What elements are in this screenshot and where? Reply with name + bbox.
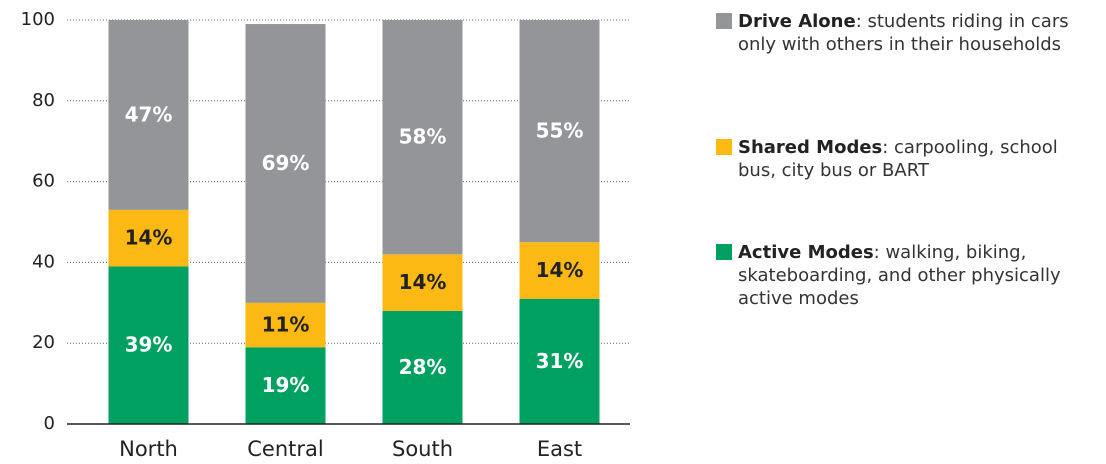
legend-name: Drive Alone [738,11,856,32]
value-label: 14% [399,270,447,294]
bar-segment [519,298,600,424]
y-tick-label: 0 [44,413,55,434]
bar-segment [519,242,600,299]
legend-name: Shared Modes [738,137,883,158]
x-tick-label: Central [247,437,323,461]
bar-segment [382,20,463,255]
legend-text: Active Modes: walking, biking, skateboar… [738,241,1088,310]
legend-description: : walking, biking, skateboarding, and ot… [738,242,1061,309]
bar-segment [382,254,463,311]
legend-text: Shared Modes: carpooling, school bus, ci… [738,136,1088,182]
value-label: 55% [536,119,584,143]
bar-segment [245,24,326,303]
value-label: 14% [536,258,584,282]
bar-segment [108,209,189,267]
value-label: 31% [536,349,584,373]
legend-swatch [716,139,732,155]
legend-description: : carpooling, school bus, city bus or BA… [738,137,1058,181]
value-label: 11% [262,313,310,337]
y-tick-label: 100 [21,9,55,30]
bar-segment [519,20,600,243]
legend-item: Active Modes: walking, biking, skateboar… [716,241,1088,310]
value-label: 28% [399,355,447,379]
bar-segment [108,20,189,210]
bar-segment [382,310,463,424]
y-tick-label: 40 [32,251,55,272]
x-tick-label: South [392,437,453,461]
y-tick-label: 80 [32,90,55,111]
legend-description: : students riding in cars only with othe… [738,11,1069,55]
value-label: 19% [262,373,310,397]
legend-item: Drive Alone: students riding in cars onl… [716,10,1088,56]
value-label: 47% [125,102,173,126]
legend-text: Drive Alone: students riding in cars onl… [738,10,1088,56]
bar-segment [245,302,326,348]
y-tick-label: 60 [32,171,55,192]
x-tick-label: North [119,437,178,461]
value-label: 39% [125,333,173,357]
bar-segment [108,266,189,424]
value-label: 58% [399,125,447,149]
x-tick-label: East [537,437,582,461]
legend-name: Active Modes [738,242,874,263]
value-label: 69% [262,151,310,175]
legend-swatch [716,13,732,29]
y-tick-label: 20 [32,332,55,353]
bar-segment [245,347,326,424]
legend-item: Shared Modes: carpooling, school bus, ci… [716,136,1088,182]
value-label: 14% [125,226,173,250]
legend-swatch [716,244,732,260]
